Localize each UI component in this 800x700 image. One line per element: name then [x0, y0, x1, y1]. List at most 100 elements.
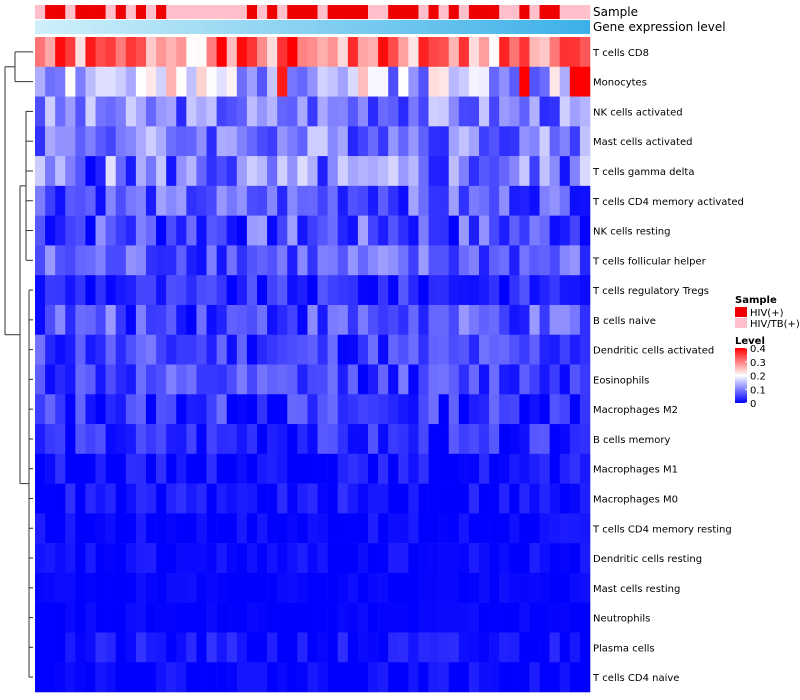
sample-annotation-cell: [499, 5, 510, 19]
heatmap-cell: [257, 662, 268, 693]
heatmap-cell: [55, 185, 66, 216]
heatmap-cell: [45, 632, 56, 663]
heatmap-cell: [206, 215, 217, 246]
heatmap-cell: [257, 334, 268, 365]
heatmap-cell: [206, 543, 217, 574]
heatmap-cell: [277, 275, 288, 306]
heatmap-cell: [166, 304, 177, 336]
heatmap-cell: [85, 364, 96, 395]
heatmap-cell: [246, 364, 258, 395]
sample-annotation-cell: [45, 5, 56, 19]
heatmap-cell: [105, 66, 117, 97]
heatmap-cell: [438, 304, 450, 336]
heatmap-cell: [448, 483, 460, 514]
heatmap-cell: [115, 453, 127, 484]
heatmap-cell: [468, 215, 480, 246]
heatmap-cell: [448, 543, 460, 574]
heatmap-cell: [418, 275, 429, 306]
heatmap-cell: [267, 483, 278, 514]
heatmap-cell: [398, 364, 409, 395]
heatmap-cell: [75, 513, 86, 544]
heatmap-cell: [357, 513, 369, 544]
heatmap-cell: [509, 156, 520, 187]
heatmap-cell: [388, 572, 399, 603]
heatmap-cell: [468, 185, 480, 216]
heatmap-cell: [307, 602, 318, 633]
heatmap-cell: [428, 215, 439, 246]
heatmap-cell: [347, 304, 359, 336]
heatmap-cell: [135, 632, 147, 663]
heatmap-cell: [357, 275, 369, 306]
heatmap-cell: [579, 304, 591, 336]
row-label: Macrophages M1: [593, 465, 678, 476]
heatmap-cell: [267, 126, 278, 157]
heatmap-cell: [559, 662, 571, 693]
heatmap-cell: [438, 66, 450, 97]
heatmap-cell: [458, 453, 470, 484]
heatmap-cell: [499, 334, 510, 365]
heatmap-cell: [519, 304, 530, 336]
heatmap-cell: [579, 424, 591, 455]
heatmap-cell: [156, 364, 167, 395]
heatmap-cell: [489, 543, 500, 574]
heatmap-cell: [408, 215, 419, 246]
heatmap-cell: [368, 364, 379, 395]
heatmap-cell: [519, 572, 530, 603]
heatmap-cell: [539, 215, 550, 246]
heatmap-cell: [206, 602, 217, 633]
heatmap-cell: [125, 662, 137, 693]
heatmap-cell: [468, 424, 480, 455]
heatmap-cell: [206, 304, 217, 336]
heatmap-cell: [559, 572, 571, 603]
heatmap-cell: [115, 632, 127, 663]
heatmap-cell: [196, 543, 207, 574]
heatmap-cell: [509, 66, 520, 97]
heatmap-cell: [85, 572, 96, 603]
heatmap-cell: [357, 185, 369, 216]
heatmap-cell: [357, 543, 369, 574]
heatmap-cell: [186, 126, 197, 157]
heatmap-cell: [257, 275, 268, 306]
heatmap-cell: [206, 632, 217, 663]
heatmap-cell: [287, 364, 298, 395]
heatmap-cell: [55, 66, 66, 97]
heatmap-cell: [267, 543, 278, 574]
heatmap-cell: [135, 394, 147, 425]
heatmap-cell: [216, 245, 228, 276]
sample-annotation-cell: [115, 5, 127, 19]
heatmap-cell: [75, 543, 86, 574]
heatmap-cell: [186, 513, 197, 544]
heatmap-cell: [347, 424, 359, 455]
heatmap-cell: [176, 453, 187, 484]
heatmap-cell: [35, 245, 46, 276]
heatmap-cell: [559, 334, 571, 365]
heatmap-cell: [479, 37, 490, 68]
heatmap-cell: [337, 513, 349, 544]
heatmap-cell: [135, 543, 147, 574]
heatmap-cell: [297, 662, 308, 693]
heatmap-cell: [368, 394, 379, 425]
heatmap-cell: [257, 96, 268, 127]
heatmap-cell: [317, 304, 328, 336]
heatmap-cell: [35, 513, 46, 544]
heatmap-cell: [347, 483, 359, 514]
heatmap-cell: [468, 662, 480, 693]
heatmap-cell: [95, 156, 106, 187]
heatmap-cell: [368, 453, 379, 484]
heatmap-cell: [468, 156, 480, 187]
heatmap-cell: [65, 126, 76, 157]
heatmap-cell: [216, 394, 228, 425]
heatmap-cell: [448, 126, 460, 157]
heatmap-cell: [539, 275, 550, 306]
heatmap-cell: [418, 513, 429, 544]
heatmap-cell: [539, 543, 550, 574]
heatmap-cell: [166, 96, 177, 127]
heatmap-cell: [317, 96, 328, 127]
heatmap-cell: [45, 304, 56, 336]
heatmap-cell: [146, 334, 157, 365]
heatmap-cell: [327, 37, 339, 68]
heatmap-cell: [509, 483, 520, 514]
heatmap-cell: [388, 453, 399, 484]
heatmap-cell: [559, 185, 571, 216]
heatmap-cell: [569, 215, 581, 246]
